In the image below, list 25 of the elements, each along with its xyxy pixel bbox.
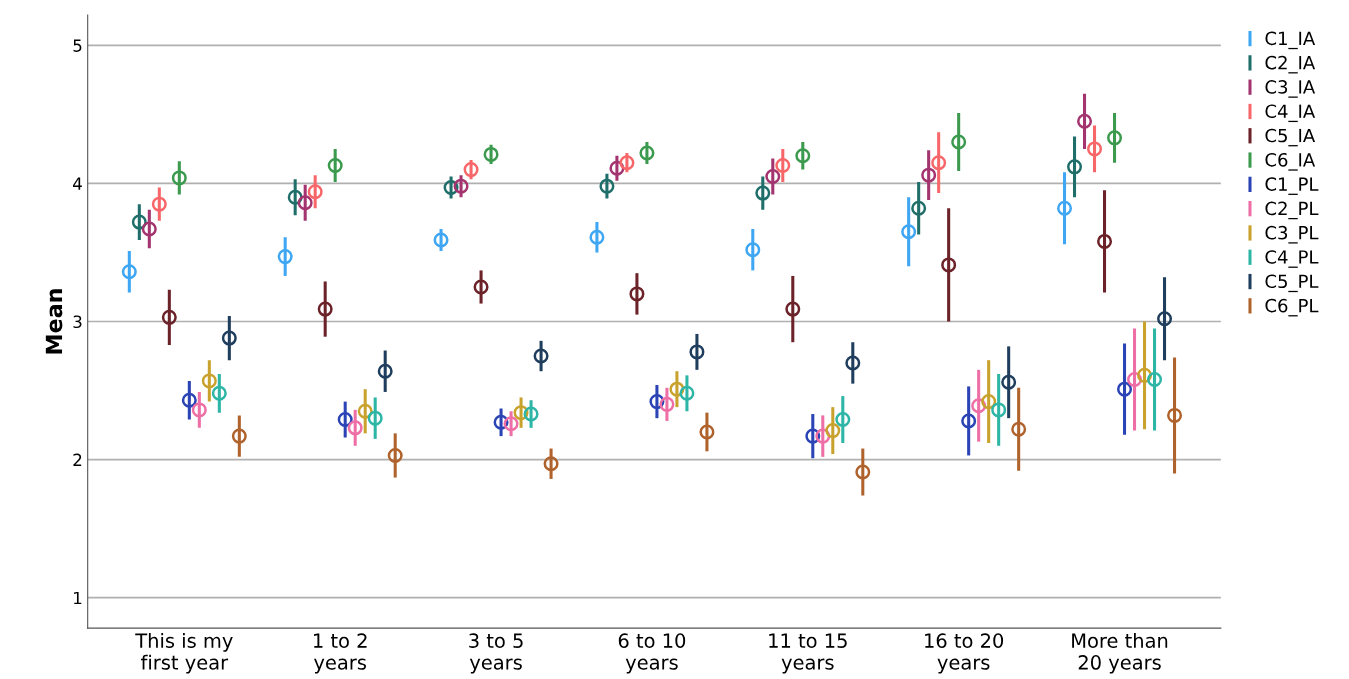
legend-label: C5_IA bbox=[1265, 128, 1316, 147]
legend-label: C4_IA bbox=[1265, 104, 1316, 123]
y-tick-label: 1 bbox=[74, 591, 82, 605]
x-tick-label: More than 20 years bbox=[1072, 632, 1168, 674]
legend-label: C6_IA bbox=[1265, 152, 1316, 171]
legend-label: C1_IA bbox=[1265, 31, 1316, 50]
legend-label: C1_PL bbox=[1265, 177, 1319, 195]
y-axis-title: Mean bbox=[45, 289, 63, 354]
y-tick-label: 5 bbox=[73, 39, 82, 52]
y-tick-label: 4 bbox=[73, 177, 82, 190]
legend-label: C5_PL bbox=[1265, 274, 1319, 293]
legend-label: C4_PL bbox=[1265, 250, 1319, 268]
legend-label: C2_IA bbox=[1265, 55, 1316, 74]
x-tick-label: This is my first year bbox=[135, 632, 233, 674]
x-tick-label: 11 to 15 years bbox=[769, 633, 847, 674]
y-tick-label: 2 bbox=[73, 453, 82, 466]
x-tick-label: 1 to 2 years bbox=[314, 633, 367, 674]
y-tick-label: 3 bbox=[73, 315, 82, 329]
x-tick-label: 16 to 20 years bbox=[925, 633, 1004, 674]
x-tick-label: 3 to 5 years bbox=[469, 633, 523, 674]
legend-label: C3_IA bbox=[1265, 80, 1316, 98]
legend-label: C3_PL bbox=[1265, 225, 1319, 244]
legend-label: C6_PL bbox=[1265, 298, 1319, 317]
x-tick-label: 6 to 10 years bbox=[618, 633, 686, 674]
legend-label: C2_PL bbox=[1265, 201, 1319, 220]
